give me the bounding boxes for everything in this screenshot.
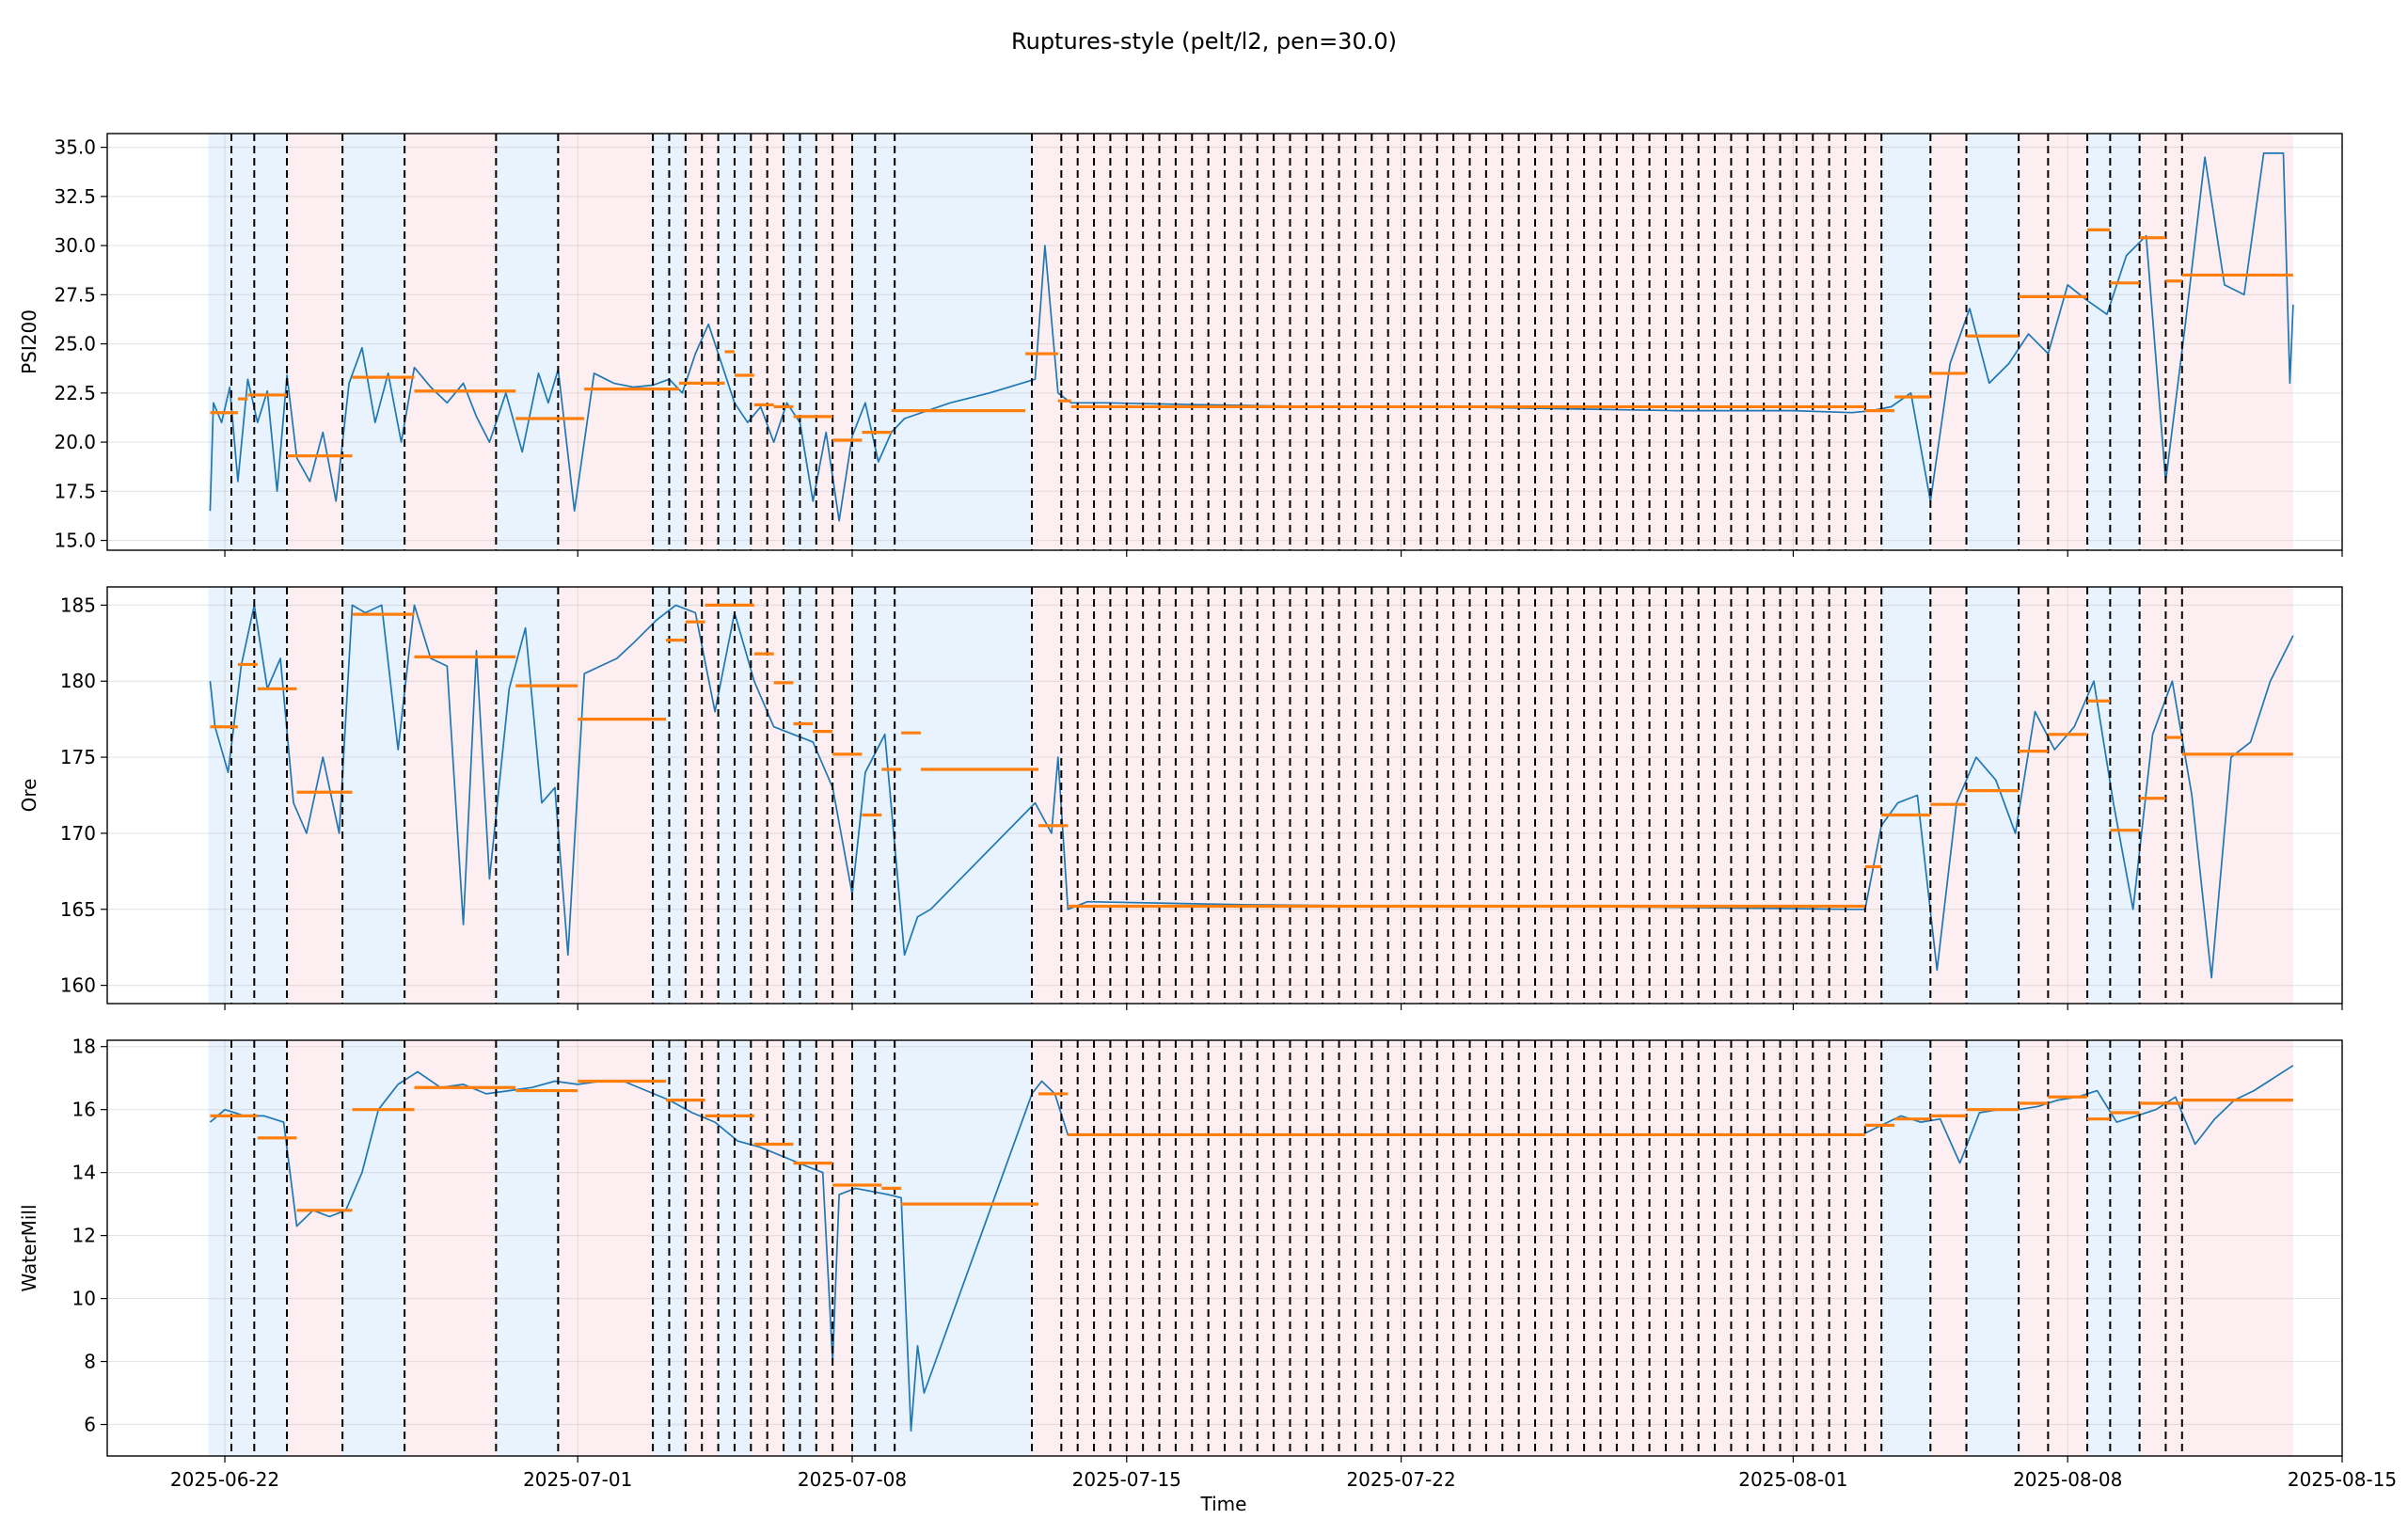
regime-band-red xyxy=(1077,1040,1882,1456)
regime-band-blue xyxy=(1881,587,1931,1004)
x-tick-label: 2025-07-08 xyxy=(798,1468,907,1491)
regime-band-blue xyxy=(208,587,288,1004)
regime-band-blue xyxy=(342,134,405,550)
regime-band-blue xyxy=(342,587,405,1004)
y-tick-label: 180 xyxy=(60,670,96,692)
y-tick-label: 32.5 xyxy=(54,185,96,208)
regime-band-red xyxy=(1077,587,1882,1004)
regime-band-red xyxy=(2181,134,2293,550)
regime-band-red xyxy=(2181,1040,2293,1456)
y-tick-label: 15.0 xyxy=(54,530,96,552)
y-tick-label: 175 xyxy=(60,746,96,768)
regime-band-blue xyxy=(208,1040,288,1456)
regime-band-blue xyxy=(1966,134,2020,550)
chart-title: Ruptures-style (pelt/l2, pen=30.0) xyxy=(1011,28,1397,55)
regime-band-red xyxy=(404,1040,497,1456)
x-tick-label: 2025-07-22 xyxy=(1346,1468,1455,1491)
regime-band-red xyxy=(2019,587,2088,1004)
y-tick-label: 20.0 xyxy=(54,431,96,453)
regime-band-red xyxy=(2139,1040,2182,1456)
regime-band-blue xyxy=(895,587,1033,1004)
x-tick-label: 2025-08-08 xyxy=(2013,1468,2122,1491)
y-axis-label: WaterMill xyxy=(18,1204,40,1291)
regime-band-red xyxy=(2019,1040,2088,1456)
regime-band-blue xyxy=(1966,587,2020,1004)
regime-band-blue xyxy=(2087,134,2140,550)
panel-ore: 160 165 170 175 180 185 Ore xyxy=(18,586,2343,1010)
regime-bands xyxy=(208,587,2293,1004)
regime-band-red xyxy=(2181,587,2293,1004)
regime-band-red xyxy=(816,1040,852,1456)
regime-band-red xyxy=(2139,134,2182,550)
regime-band-red xyxy=(558,134,654,550)
regime-band-red xyxy=(404,134,497,550)
x-tick-label: 2025-06-22 xyxy=(170,1468,279,1491)
regime-band-red xyxy=(1930,587,1967,1004)
regime-band-red xyxy=(1032,134,1078,550)
regime-band-blue xyxy=(895,134,1033,550)
y-tick-label: 16 xyxy=(72,1099,96,1121)
panels: 15.0 17.5 20.0 22.5 25.0 27.5 30.0 32.5 35.0 PSI2… xyxy=(18,133,2397,1491)
y-tick-label: 12 xyxy=(72,1225,96,1247)
regime-band-red xyxy=(287,1040,343,1456)
regime-band-blue xyxy=(2087,1040,2140,1456)
y-tick-label: 30.0 xyxy=(54,234,96,257)
raw-series-line xyxy=(209,152,2294,522)
y-tick-label: 18 xyxy=(72,1036,96,1058)
regime-band-blue xyxy=(496,1040,559,1456)
regime-band-blue xyxy=(342,1040,405,1456)
regime-band-blue xyxy=(895,1040,1033,1456)
y-tick-label: 10 xyxy=(72,1288,96,1310)
axes-frame xyxy=(106,586,2343,1005)
regime-band-red xyxy=(816,134,852,550)
y-tick-label: 165 xyxy=(60,898,96,921)
y-axis-label: PSI200 xyxy=(18,309,40,374)
x-tick-label: 2025-08-01 xyxy=(1738,1468,1847,1491)
regime-band-blue xyxy=(1966,1040,2020,1456)
regime-band-red xyxy=(558,587,654,1004)
regime-band-blue xyxy=(208,134,288,550)
regime-band-red xyxy=(2019,134,2088,550)
y-tick-label: 35.0 xyxy=(54,136,96,159)
regime-band-blue xyxy=(1881,134,1931,550)
y-tick-label: 6 xyxy=(84,1414,96,1436)
regime-band-red xyxy=(1930,134,1967,550)
x-tick-label: 2025-08-15 xyxy=(2288,1468,2397,1491)
regime-band-red xyxy=(287,134,343,550)
axes-frame xyxy=(106,133,2343,551)
y-tick-label: 170 xyxy=(60,822,96,845)
regime-band-red xyxy=(404,587,497,1004)
regime-band-red xyxy=(1032,1040,1078,1456)
y-tick-label: 185 xyxy=(60,593,96,616)
regime-band-blue xyxy=(2087,587,2140,1004)
regime-band-blue xyxy=(1881,1040,1931,1456)
regime-band-red xyxy=(558,1040,654,1456)
panel-psi200: 15.0 17.5 20.0 22.5 25.0 27.5 30.0 32.5 35.0 PSI2… xyxy=(18,133,2343,557)
regime-band-blue xyxy=(852,1040,895,1456)
x-tick-label: 2025-07-15 xyxy=(1072,1468,1181,1491)
x-tick-label: 2025-07-01 xyxy=(523,1468,632,1491)
y-tick-label: 14 xyxy=(72,1162,96,1184)
regime-bands xyxy=(208,1040,2293,1456)
regime-band-blue xyxy=(496,134,559,550)
y-axis-label: Ore xyxy=(18,779,40,813)
raw-series-line xyxy=(209,1065,2294,1432)
y-tick-label: 8 xyxy=(84,1351,96,1373)
y-tick-label: 27.5 xyxy=(54,283,96,306)
y-tick-label: 22.5 xyxy=(54,382,96,404)
axes-frame xyxy=(106,1039,2343,1457)
y-tick-label: 25.0 xyxy=(54,333,96,356)
regime-band-red xyxy=(1930,1040,1967,1456)
y-tick-label: 160 xyxy=(60,974,96,997)
regime-band-blue xyxy=(852,134,895,550)
panel-watermill: 6 8 10 12 14 16 18 2025-06-22 2025-07-01 2025-07-… xyxy=(18,1036,2397,1491)
x-axis-label: Time xyxy=(1200,1493,1247,1515)
y-tick-label: 17.5 xyxy=(54,480,96,502)
regime-band-blue xyxy=(852,587,895,1004)
regime-band-red xyxy=(2139,587,2182,1004)
